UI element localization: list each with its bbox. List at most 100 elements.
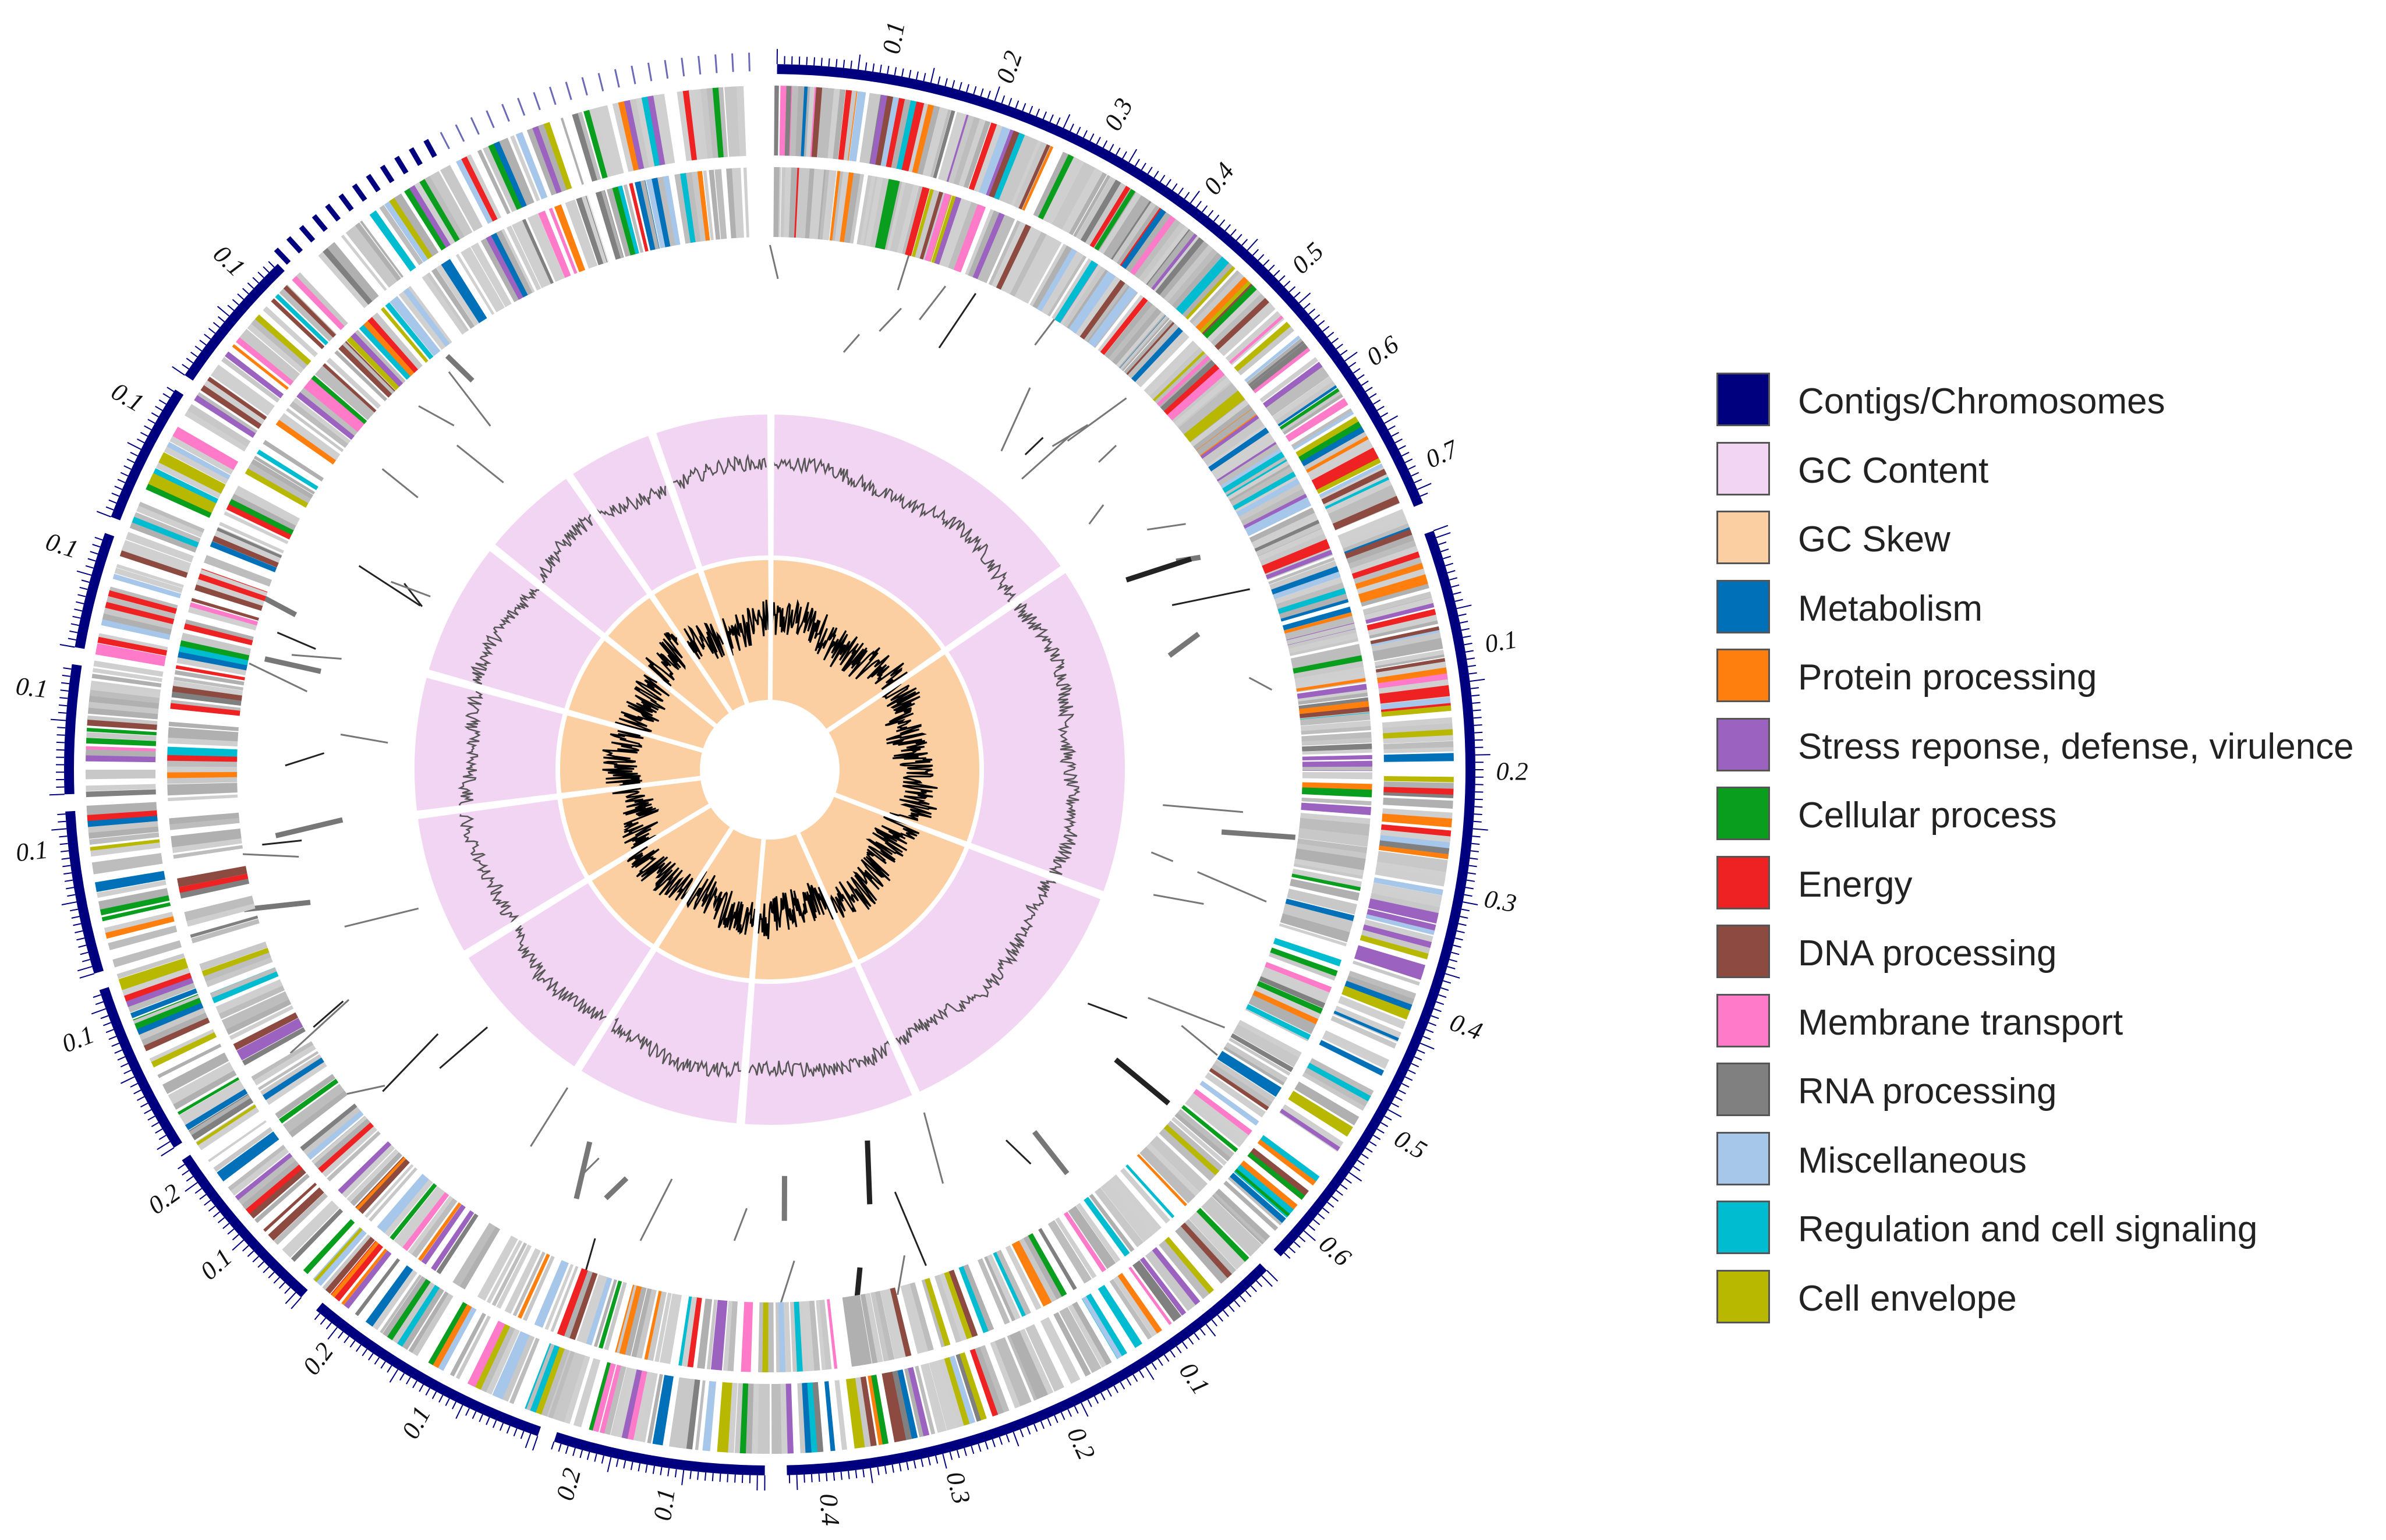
- gene-band: [843, 90, 857, 161]
- gene-band: [886, 98, 905, 168]
- contig-tick: [506, 1425, 511, 1434]
- gene-band: [933, 110, 955, 179]
- contig-tick: [1422, 1035, 1431, 1040]
- gene-band: [408, 1195, 454, 1255]
- contig-tick: [1466, 657, 1475, 660]
- gene-band: [1223, 1180, 1279, 1231]
- gene-band: [1246, 338, 1303, 385]
- contig-tick: [217, 1217, 225, 1223]
- gc-skew-line: [641, 632, 686, 687]
- legend-item: Energy: [1716, 855, 2380, 925]
- gene-band: [1181, 1104, 1238, 1152]
- gene-band: [134, 512, 201, 543]
- track-separator: [796, 832, 918, 1098]
- contig-tick: [1474, 813, 1482, 815]
- gene-band: [108, 925, 178, 951]
- contig-tick: [1474, 798, 1483, 801]
- gene-band: [1247, 1152, 1305, 1200]
- contig-tick: [130, 452, 138, 456]
- gene-band: [323, 246, 374, 305]
- gene-band: [709, 169, 721, 240]
- contig-tick: [1470, 687, 1479, 689]
- gene-band: [1234, 321, 1291, 372]
- gene-band: [1273, 571, 1341, 600]
- gene-band: [1080, 179, 1124, 244]
- gene-band: [153, 468, 218, 504]
- small-contig-mark: [470, 117, 480, 135]
- gene-band: [641, 96, 661, 167]
- gene-band: [1374, 649, 1445, 667]
- feature-mark: [865, 1140, 873, 1205]
- small-contig-mark: [486, 110, 495, 129]
- gene-band: [1296, 678, 1366, 692]
- gene-band: [1120, 316, 1169, 370]
- gc-skew-line: [626, 845, 702, 904]
- gene-band: [190, 915, 259, 938]
- contig-arc: [185, 264, 285, 381]
- gene-band: [1185, 266, 1236, 320]
- gene-band: [604, 1281, 627, 1351]
- gene-band: [185, 619, 254, 640]
- gene-band: [1100, 1181, 1153, 1242]
- contig-tick: [1228, 1305, 1235, 1312]
- gene-band: [537, 123, 567, 192]
- small-contig-mark: [366, 174, 381, 193]
- gene-band: [380, 1274, 422, 1334]
- feature-mark: [1150, 851, 1174, 862]
- gene-band: [89, 832, 160, 845]
- gene-band: [477, 1235, 518, 1301]
- gene-band: [247, 463, 311, 504]
- contig-tick: [1411, 1063, 1419, 1068]
- gene-band: [91, 853, 162, 869]
- gene-band: [232, 344, 289, 390]
- gene-band: [449, 1312, 486, 1377]
- gene-band: [1010, 232, 1049, 298]
- tick-label: 0.2: [990, 47, 1028, 87]
- gene-band: [1210, 293, 1265, 346]
- feature-mark: [1248, 677, 1273, 691]
- feature-mark: [275, 817, 344, 838]
- contig-tick: [913, 1460, 916, 1469]
- gc-content-segment: [860, 846, 1102, 1092]
- contig-tick: [1438, 994, 1447, 998]
- small-contig-mark: [581, 77, 588, 96]
- contig-tick: [836, 59, 838, 68]
- gene-band: [1127, 323, 1181, 381]
- small-contig-mark: [286, 236, 303, 254]
- contig-ideogram-track: [49, 49, 1491, 1491]
- gene-band: [390, 1183, 437, 1241]
- gene-band: [125, 976, 194, 1007]
- contig-tick: [719, 1473, 721, 1482]
- legend-swatch: [1716, 855, 1770, 909]
- contig-tick: [380, 1361, 386, 1369]
- contig-tick: [1417, 483, 1432, 490]
- gene-band: [122, 540, 192, 573]
- gene-band: [1209, 1068, 1269, 1111]
- gene-band: [1290, 879, 1360, 901]
- gene-band: [790, 1302, 797, 1372]
- gene-band: [1153, 235, 1202, 293]
- gene-band: [743, 167, 749, 238]
- gene-band: [1124, 319, 1173, 374]
- contig-tick: [1373, 399, 1381, 405]
- gene-band: [1266, 366, 1330, 417]
- gene-band: [1217, 444, 1282, 489]
- feature-mark: [1181, 1025, 1218, 1056]
- gene-band: [999, 134, 1035, 204]
- gene-band: [1244, 497, 1312, 536]
- gene-band: [1047, 1220, 1092, 1284]
- contig-tick: [513, 1428, 518, 1436]
- gene-band: [1068, 1304, 1107, 1368]
- contig-tick: [1401, 1083, 1410, 1088]
- gene-band: [1302, 771, 1372, 780]
- gene-band: [191, 919, 260, 944]
- contig-tick: [172, 366, 185, 376]
- contig-tick: [1245, 1290, 1252, 1297]
- gene-band: [758, 1302, 763, 1372]
- gene-band: [806, 87, 815, 157]
- gene-band: [544, 1263, 574, 1330]
- tick-label: 0.4: [814, 1493, 845, 1527]
- gene-band: [986, 1254, 1021, 1320]
- gene-band: [612, 186, 637, 256]
- contig-arc: [75, 533, 115, 649]
